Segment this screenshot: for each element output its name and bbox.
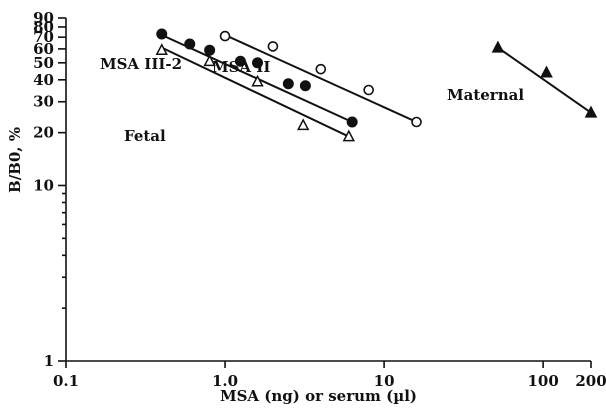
data-point [540,65,553,78]
fit-line-fetal [161,46,350,138]
data-point [315,63,327,75]
data-point [234,55,246,67]
x-tick-label: 1.0 [212,372,238,390]
x-tick-label: 10 [374,372,395,390]
fit-line-maternal [497,46,592,114]
y-tick-label: 70 [33,28,54,46]
y-tick-label: 30 [33,93,54,111]
data-point [282,78,294,90]
data-point [251,74,264,87]
data-point [184,38,196,50]
data-point [584,105,598,118]
y-tick-label: 90 [33,9,54,27]
x-tick-label: 0.1 [53,372,79,390]
data-points [155,28,598,142]
y-tick-label: 20 [33,124,54,142]
y-tick-label: 1 [44,352,54,370]
series-label-msa-ii: MSA II [212,58,270,76]
data-point [363,84,374,96]
data-point [411,116,422,128]
fit-line-msa-ii [224,34,417,123]
data-point [203,54,216,67]
y-tick-label: 60 [33,40,54,58]
x-tick-label: 200 [575,372,606,390]
x-tick-label: 100 [527,372,558,390]
y-tick-label: 50 [33,54,54,72]
y-tick-label: 80 [33,18,54,36]
series-label-msa-iii-2: MSA III-2 [100,55,182,73]
y-tick-label: 40 [33,71,54,89]
y-tick-label: 10 [33,176,54,194]
series-labels: MSA III-2 MSA II Fetal Maternal [100,55,524,145]
data-point [299,80,311,92]
data-point [155,43,168,55]
data-point [252,57,264,69]
data-point [219,30,231,42]
data-point [491,40,505,53]
data-point [296,118,310,131]
data-point [204,44,216,56]
series-label-fetal: Fetal [124,127,166,145]
fit-lines [161,34,592,138]
y-axis-title: B/B0, % [6,127,24,193]
data-point [156,28,168,40]
series-label-maternal: Maternal [447,86,524,104]
data-point [267,41,279,52]
x-axis-title: MSA (ng) or serum (µl) [220,387,417,405]
data-point [346,116,358,128]
data-point [342,129,355,142]
